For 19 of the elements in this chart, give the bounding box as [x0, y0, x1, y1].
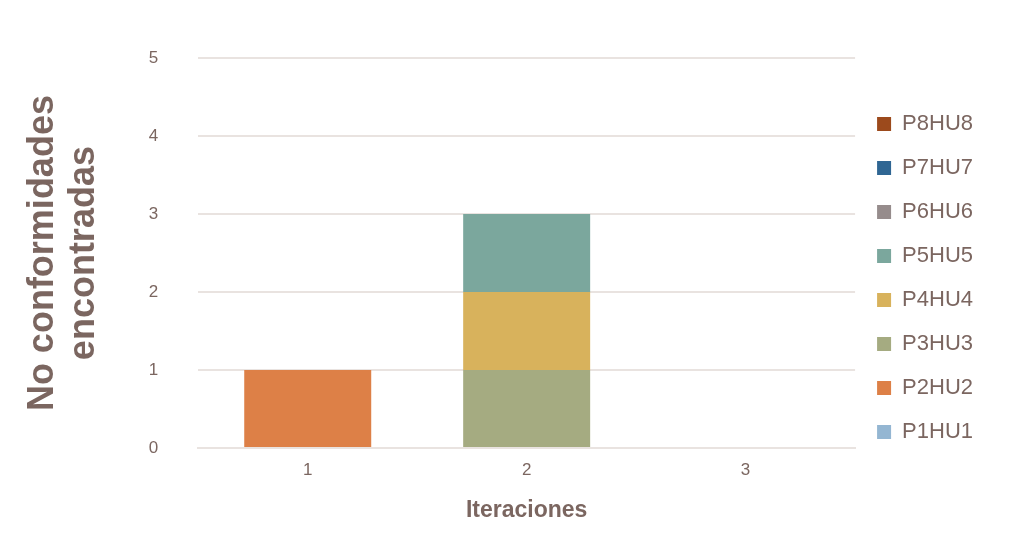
- x-axis-title: Iteraciones: [465, 495, 588, 522]
- legend-label: P5HU5: [902, 242, 973, 268]
- y-tick-label: 0: [148, 437, 159, 457]
- y-axis-title: No conformidades encontradas: [19, 95, 103, 412]
- legend-label: P8HU8: [902, 110, 973, 136]
- legend-label: P4HU4: [902, 286, 973, 312]
- legend-label: P2HU2: [902, 374, 973, 400]
- x-tick-label: 1: [302, 459, 313, 479]
- y-tick-label: 2: [148, 281, 159, 301]
- legend-label: P6HU6: [902, 198, 973, 224]
- x-tick-label: 3: [740, 459, 751, 479]
- legend-label: P7HU7: [902, 154, 973, 180]
- legend-label: P1HU1: [902, 418, 973, 444]
- y-tick-label: 5: [148, 47, 159, 67]
- legend-label: P3HU3: [902, 330, 973, 356]
- y-tick-label: 1: [148, 359, 159, 379]
- y-tick-label: 3: [148, 203, 159, 223]
- x-tick-label: 2: [521, 459, 532, 479]
- y-tick-label: 4: [148, 125, 159, 145]
